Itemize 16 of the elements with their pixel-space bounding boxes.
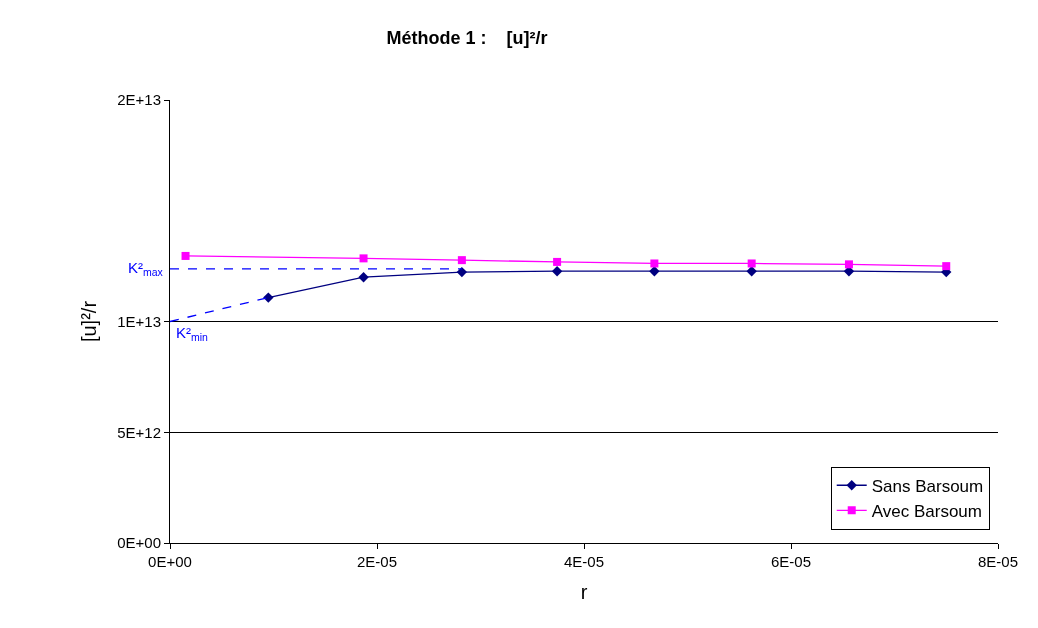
x-tick-label: 6E-05 [770, 553, 812, 570]
x-tick-label: 8E-05 [977, 553, 1019, 570]
legend-label: Sans Barsoum [871, 476, 984, 496]
x-tick-label: 2E-05 [356, 553, 398, 570]
x-tick-label: 0E+00 [148, 553, 192, 570]
x-tick-label: 4E-05 [563, 553, 605, 570]
chart-title: Méthode 1 : [u]²/r [386, 28, 548, 48]
legend-label: Avec Barsoum [871, 501, 982, 521]
y-tick-label: 1E+13 [117, 312, 161, 330]
y-tick-label: 2E+13 [117, 91, 161, 109]
y-tick-label: 5E+12 [117, 423, 161, 441]
y-axis-title: [u]²/r [77, 300, 100, 343]
x-axis-title: r [580, 580, 588, 603]
annotation: K²$_{max}$ [128, 259, 164, 279]
y-tick-label: 0E+00 [117, 534, 161, 552]
annotation: K²$_{min}$ [176, 324, 209, 344]
